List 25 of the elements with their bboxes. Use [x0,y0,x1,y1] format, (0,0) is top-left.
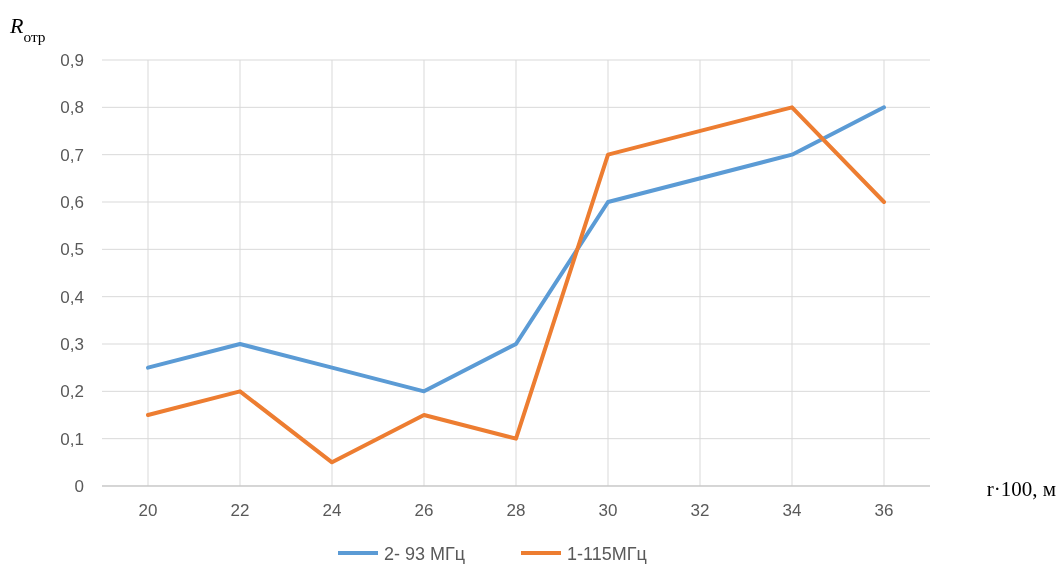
y-tick-label: 0,7 [60,145,84,165]
y-tick-label: 0,8 [60,98,84,118]
line-series [146,105,886,394]
y-tick-label: 0 [74,477,84,496]
x-tick-label: 36 [874,501,894,520]
x-tick-label: 34 [782,501,802,520]
x-tick-label: 22 [230,501,250,520]
y-tick-label: 0,5 [60,240,84,260]
y-tick-label: 0,3 [60,335,84,354]
y-tick-label: 0,2 [60,382,84,402]
x-tick-label: 26 [414,501,434,520]
line-series [146,105,886,465]
x-tick-label: 28 [506,501,526,520]
y-tick-label: 0,6 [60,193,84,212]
y-tick-label: 0,9 [60,51,84,70]
x-tick-label: 24 [322,501,342,520]
x-tick-label: 30 [598,501,618,520]
y-axis-title: R$_{отр}$ [9,13,46,45]
legend-label: 2- 93 МГц [384,544,466,564]
x-tick-label: 32 [690,501,710,520]
legend-label: 1-115МГц [567,544,647,564]
y-tick-label: 0,1 [60,429,84,449]
y-tick-label: 0,4 [60,287,84,307]
x-tick-label: 20 [138,501,158,520]
x-axis-title: r·100, м [986,477,1056,501]
